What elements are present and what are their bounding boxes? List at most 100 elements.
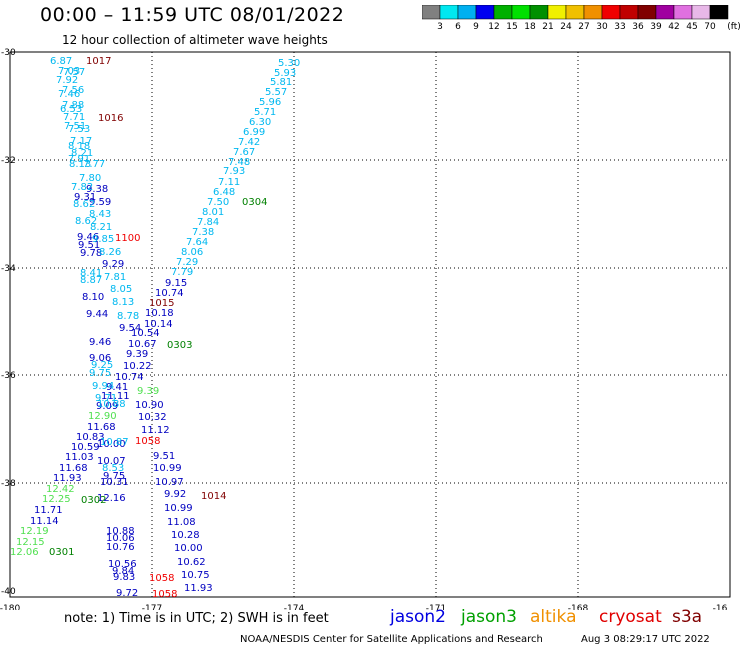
map-title: 00:00 – 11:59 UTC 08/01/2022 [40, 4, 345, 26]
wave-height-value: 10.00 [174, 543, 203, 554]
wave-height-value: 10.32 [138, 412, 167, 423]
wave-height-value: 8.26 [99, 247, 121, 258]
wave-height-value: 9.39 [126, 349, 148, 360]
wave-height-value: 9.41 [106, 382, 128, 393]
wave-height-value: 8.78 [117, 311, 139, 322]
wave-height-value: 5.57 [265, 87, 287, 98]
color-scale-tick: 12 [488, 22, 500, 32]
color-scale-tick: 15 [506, 22, 518, 32]
wave-height-value: 12.16 [97, 493, 126, 504]
wave-height-value: 8.13 [112, 297, 134, 308]
wave-height-value: 5.96 [259, 97, 281, 108]
wave-height-value: 11.08 [167, 517, 196, 528]
wave-height-value: 10.90 [135, 400, 164, 411]
track-id-label: 0302 [81, 495, 106, 506]
wave-height-value: 7.57 [63, 67, 85, 78]
wave-height-value: 10.56 [108, 559, 137, 570]
color-scale-tick: 24 [560, 22, 572, 32]
wave-height-value: 7.51 [64, 121, 86, 132]
latitude-label: -34 [1, 264, 16, 274]
wave-height-value: 7.91 [68, 154, 90, 165]
wave-height-value: 7.67 [233, 147, 255, 158]
wave-height-value: 10.83 [76, 432, 105, 443]
wave-height-value: 8.05 [110, 284, 132, 295]
legend-altika: altika [530, 607, 577, 627]
wave-height-value: 8.18 [68, 141, 90, 152]
longitude-label: -168 [568, 604, 589, 610]
wave-height-value: 7.11 [218, 177, 240, 188]
wave-height-value: 10.28 [171, 530, 200, 541]
color-scale-tick: 3 [437, 22, 443, 32]
wave-height-value: 7.03 [58, 66, 80, 77]
wave-height-value: 9.85 [92, 234, 114, 245]
wave-height-value: 10.99 [164, 503, 193, 514]
wave-height-value: 10.06 [106, 533, 135, 544]
wave-height-value: 11.68 [59, 463, 88, 474]
wave-height-value: 8.13 [69, 159, 91, 170]
wave-height-value: 10.18 [145, 308, 174, 319]
latitude-label: -32 [1, 156, 16, 166]
track-id-label: 1058 [149, 573, 174, 584]
track-id-label: 1058 [135, 436, 160, 447]
wave-height-value: 9.72 [116, 588, 138, 599]
track-id-label: 1015 [149, 298, 174, 309]
longitude-label: -16 [713, 604, 728, 610]
color-scale-tick: 45 [686, 22, 698, 32]
wave-height-value: 8.53 [102, 463, 124, 474]
wave-height-value: 10.00 [97, 439, 126, 450]
wave-height-value: 9.75 [89, 368, 111, 379]
wave-height-value: 11.11 [101, 391, 130, 402]
footer-note: note: 1) Time is in UTC; 2) SWH is in fe… [64, 611, 329, 626]
wave-height-value: 9.25 [91, 360, 113, 371]
track-id-label: 0301 [49, 547, 74, 558]
wave-height-value: 9.38 [86, 184, 108, 195]
wave-height-value: 10.99 [153, 463, 182, 474]
color-scale-tick: 39 [650, 22, 662, 32]
wave-height-value: 9.31 [74, 192, 96, 203]
wave-height-value: 11.93 [53, 473, 82, 484]
wave-height-value: 11.12 [141, 425, 170, 436]
wave-height-value: 12.42 [46, 484, 75, 495]
wave-height-value: 11.14 [30, 516, 59, 527]
track-id-label: 1017 [86, 56, 111, 67]
color-scale-tick: 27 [578, 22, 590, 32]
latitude-label: -30 [1, 48, 16, 58]
map-frame [9, 51, 731, 598]
wave-height-value: 9.75 [103, 471, 125, 482]
wave-height-value: 8.87 [80, 275, 102, 286]
color-scale-bar [422, 5, 729, 20]
wave-height-value: 5.93 [274, 68, 296, 79]
wave-height-value: 10.22 [123, 361, 152, 372]
wave-height-value: 7.92 [56, 75, 78, 86]
color-scale-swatch [709, 5, 729, 20]
wave-height-value: 7.93 [223, 166, 245, 177]
wave-height-value: 10.97 [155, 477, 184, 488]
wave-height-value: 12.15 [16, 537, 45, 548]
wave-height-value: 12.06 [10, 547, 39, 558]
track-id-label: 0303 [167, 340, 192, 351]
wave-height-value: 9.06 [89, 353, 111, 364]
map-subtitle: 12 hour collection of altimeter wave hei… [62, 33, 328, 47]
track-id-label: 0304 [242, 197, 267, 208]
wave-height-value: 10.07 [97, 456, 126, 467]
wave-height-value: 7.46 [58, 89, 80, 100]
wave-height-value: 11.03 [65, 452, 94, 463]
wave-height-value: 9.59 [89, 197, 111, 208]
wave-height-value: 12.25 [42, 494, 71, 505]
wave-height-value: 9.44 [86, 309, 108, 320]
wave-height-value: 7.88 [62, 100, 84, 111]
wave-height-value: 7.77 [83, 159, 105, 170]
color-scale-labels: 3 6 9 12 15 18 21 24 27 30 33 36 39 42 45 70 (ft) [422, 22, 740, 36]
wave-height-value: 8.01 [202, 207, 224, 218]
color-scale-tick: 30 [596, 22, 608, 32]
wave-height-value: 8.41 [80, 268, 102, 279]
wave-height-value: 7.79 [171, 267, 193, 278]
color-scale-tick: 21 [542, 22, 554, 32]
wave-height-value: 10.88 [106, 526, 135, 537]
wave-height-value: 9.71 [95, 393, 117, 404]
wave-height-value: 6.99 [243, 127, 265, 138]
color-scale-unit: (ft) [727, 22, 740, 32]
wave-height-value: 7.53 [68, 124, 90, 135]
wave-height-value: 9.46 [89, 337, 111, 348]
wave-height-value: 5.71 [254, 107, 276, 118]
